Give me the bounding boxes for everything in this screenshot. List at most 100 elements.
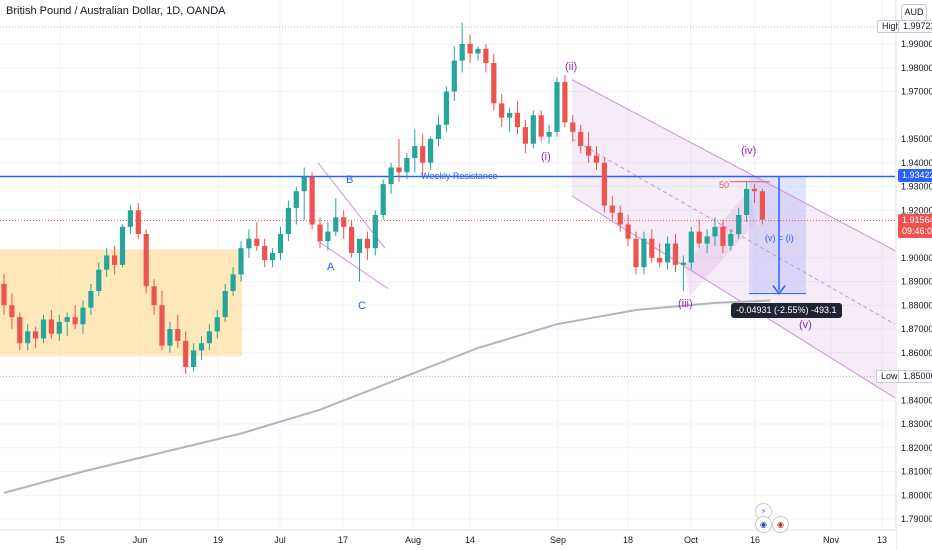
time-tick-label: 16 [750, 535, 760, 545]
candle-up [64, 317, 70, 322]
wave-iv-label: (iv) [741, 145, 757, 157]
candle-down [341, 217, 347, 227]
candle-up [285, 207, 291, 234]
candle-up [277, 234, 284, 253]
candle-up [404, 158, 410, 173]
candle-up [198, 343, 205, 351]
price-tick-label: 1.79000 [901, 514, 932, 524]
candle-up [167, 329, 173, 346]
candle-up [119, 226, 126, 265]
price-axis[interactable]: 1.79000 1.80000 1.81000 1.82000 1.83000 1.840… [895, 0, 932, 550]
price-tick-label: 1.89000 [901, 277, 932, 287]
candle-down [514, 112, 521, 128]
candle-down [601, 162, 607, 206]
candle-up [443, 91, 449, 125]
candle-up [230, 274, 236, 291]
moving-average-line [3, 299, 771, 494]
candle-up [356, 238, 363, 253]
chart-overlay [749, 176, 806, 295]
current-price-tag: 1.91564 [898, 214, 932, 227]
flag-gb-icon[interactable]: ◉ [755, 516, 772, 533]
candle-up [96, 269, 102, 291]
candle-up [301, 177, 307, 192]
candle-up [507, 112, 513, 118]
countdown-tag: 09:46:05 [898, 225, 932, 238]
candle-down [720, 226, 726, 246]
candle-up [554, 82, 560, 132]
candle-up [206, 331, 212, 344]
price-tick-label: 1.90000 [901, 253, 932, 263]
candle-up [270, 253, 276, 261]
candle-up [428, 139, 434, 163]
candle-down [657, 257, 663, 263]
candle-up [688, 231, 694, 263]
price-tick-label: 1.80000 [901, 490, 932, 500]
candle-down [538, 115, 544, 137]
candle-up [88, 291, 94, 308]
flag-au-icon[interactable]: ◉ [772, 516, 789, 533]
candle-down [48, 319, 54, 334]
candle-up [104, 255, 110, 270]
candle-down [420, 146, 426, 163]
weekly-resistance-label: Weekly Resistance [421, 171, 498, 181]
candle-up [40, 319, 47, 339]
time-axis[interactable]: 15 Jun 19 Jul 17 Aug 14 Sep 18 Oct 16 Nov 13 [0, 529, 896, 550]
candle-down [262, 245, 268, 261]
candle-down [17, 317, 23, 344]
candle-up [238, 248, 244, 275]
price-channel [572, 79, 895, 398]
candle-down [317, 224, 323, 242]
fib-50-label: 50 [719, 180, 730, 190]
candle-down [759, 191, 765, 220]
candle-down [135, 210, 141, 234]
candles [1, 22, 765, 375]
candle-down [499, 103, 505, 118]
candle-down [570, 122, 576, 132]
candle-down [309, 177, 315, 225]
time-tick-label: Oct [684, 535, 699, 545]
wave-v-label: (v) [799, 319, 812, 331]
time-tick-label: 13 [877, 535, 887, 545]
candle-down [143, 234, 149, 287]
low-price-tag: 1.85006 [898, 370, 932, 383]
candle-up [25, 331, 31, 344]
wave-ii-label: (ii) [565, 61, 578, 73]
candle-down [483, 48, 489, 63]
time-tick-label: Jun [133, 535, 148, 545]
candle-up [704, 236, 710, 244]
chart-title: British Pound / Australian Dollar, 1D, O… [6, 5, 226, 17]
time-tick-label: 14 [465, 535, 475, 545]
price-tick-label: 1.88000 [901, 300, 932, 310]
currency-button[interactable]: AUD [901, 4, 927, 21]
candle-up [372, 215, 378, 249]
price-tick-label: 1.81000 [901, 467, 932, 477]
candle-down [175, 329, 181, 341]
price-tick-label: 1.93000 [901, 182, 932, 192]
channel-mid-line [571, 138, 896, 325]
time-tick-label: Nov [823, 535, 840, 545]
candle-up [380, 184, 386, 215]
candle-down [609, 205, 615, 213]
price-tick-label: 1.83000 [901, 419, 932, 429]
price-tick-label: 1.87000 [901, 324, 932, 334]
candle-down [751, 188, 758, 192]
price-tick-label: 1.98000 [901, 63, 932, 73]
candle-up [475, 48, 481, 54]
channel-upper-line [571, 79, 896, 252]
time-axis-bg [0, 530, 896, 550]
time-tick-label: 15 [55, 535, 65, 545]
candle-down [522, 127, 528, 144]
demand-zone [0, 249, 242, 357]
time-tick-label: Jul [274, 535, 286, 545]
projection-label: (v) = (i) [765, 233, 794, 243]
candle-down [649, 238, 655, 258]
candle-up [388, 167, 394, 185]
candle-down [112, 255, 118, 265]
price-tick-label: 1.86000 [901, 348, 932, 358]
measure-box [749, 176, 806, 294]
candle-down [696, 231, 702, 244]
candle-down [625, 224, 631, 239]
candle-up [530, 115, 536, 144]
